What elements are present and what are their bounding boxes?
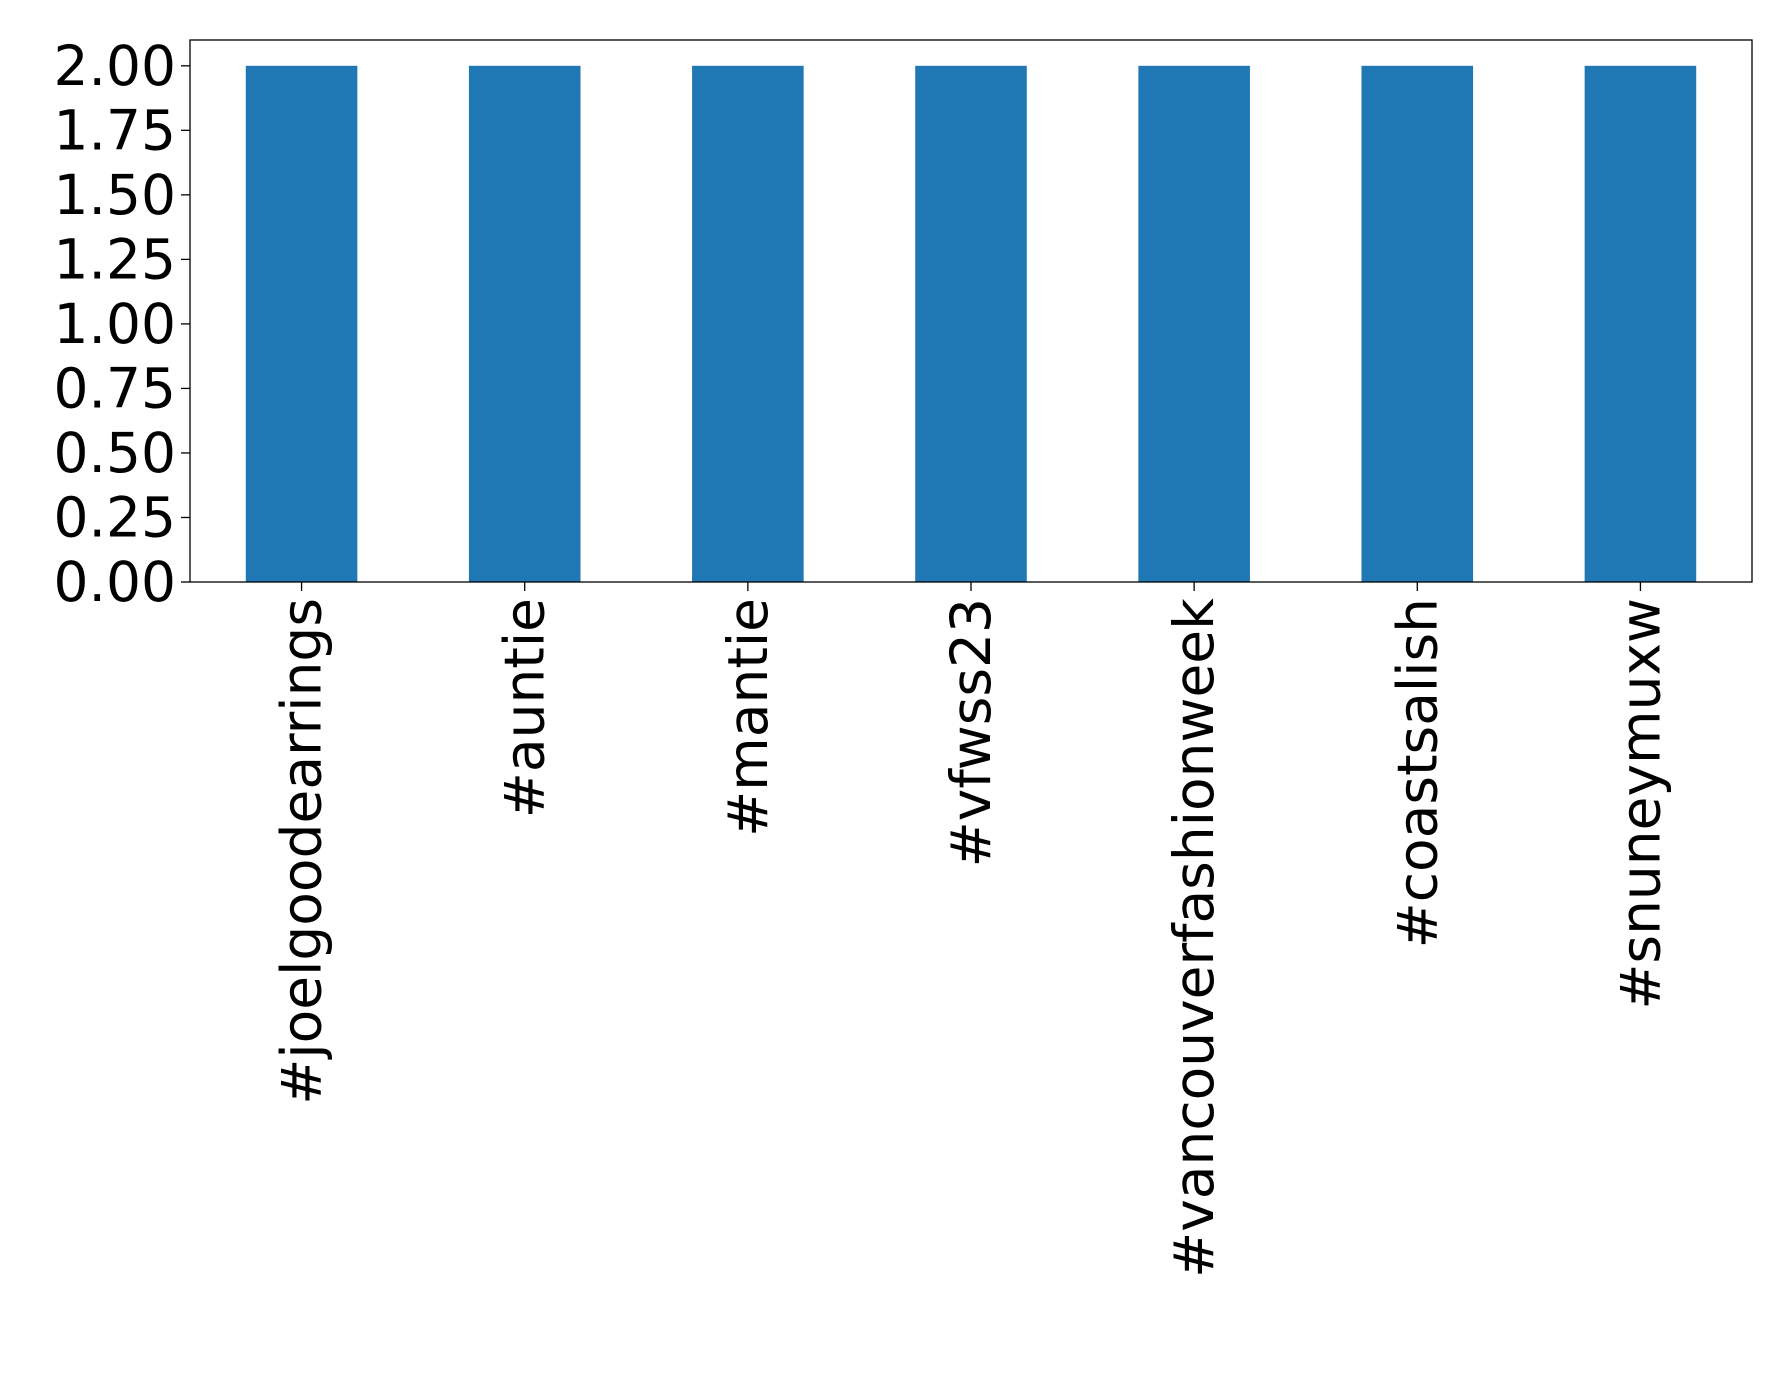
bar-mantie <box>692 65 804 583</box>
x-axis: #joelgoodearrings #auntie #mantie #vfwss23 #… <box>270 582 1672 1278</box>
plot-frame <box>189 39 1753 583</box>
bar-joelgoodearrings <box>245 65 358 583</box>
bar-auntie <box>468 65 581 583</box>
y-tick-label: 0.00 <box>54 550 176 614</box>
bar-snuneymuxw <box>1584 65 1697 583</box>
x-tick-label: #snuneymuxw <box>1608 598 1672 1010</box>
y-tick-label: 1.50 <box>54 163 176 227</box>
x-tick-label: #joelgoodearrings <box>270 598 334 1105</box>
bar-coastsalish <box>1361 65 1474 583</box>
y-tick-label: 2.00 <box>54 34 176 98</box>
bars-layer <box>245 65 1697 583</box>
y-tick-label: 0.50 <box>54 421 176 485</box>
y-tick-label: 0.25 <box>54 485 176 549</box>
y-tick-label: 1.25 <box>54 227 176 291</box>
y-tick-label: 1.75 <box>54 98 176 162</box>
x-tick-label: #auntie <box>493 598 557 818</box>
y-axis: 0.000.250.500.751.001.251.501.752.00 <box>54 34 190 614</box>
x-tick-label: #mantie <box>716 598 780 837</box>
y-tick-label: 1.00 <box>54 292 176 356</box>
x-tick-label: #vancouverfashionweek <box>1162 598 1226 1278</box>
y-tick-label: 0.75 <box>54 356 176 420</box>
x-tick-label: #coastsalish <box>1385 598 1449 948</box>
bar-vancouverfashionweek <box>1138 65 1250 583</box>
bar-vfwss23 <box>915 65 1027 583</box>
x-tick-label: #vfwss23 <box>939 598 1003 867</box>
